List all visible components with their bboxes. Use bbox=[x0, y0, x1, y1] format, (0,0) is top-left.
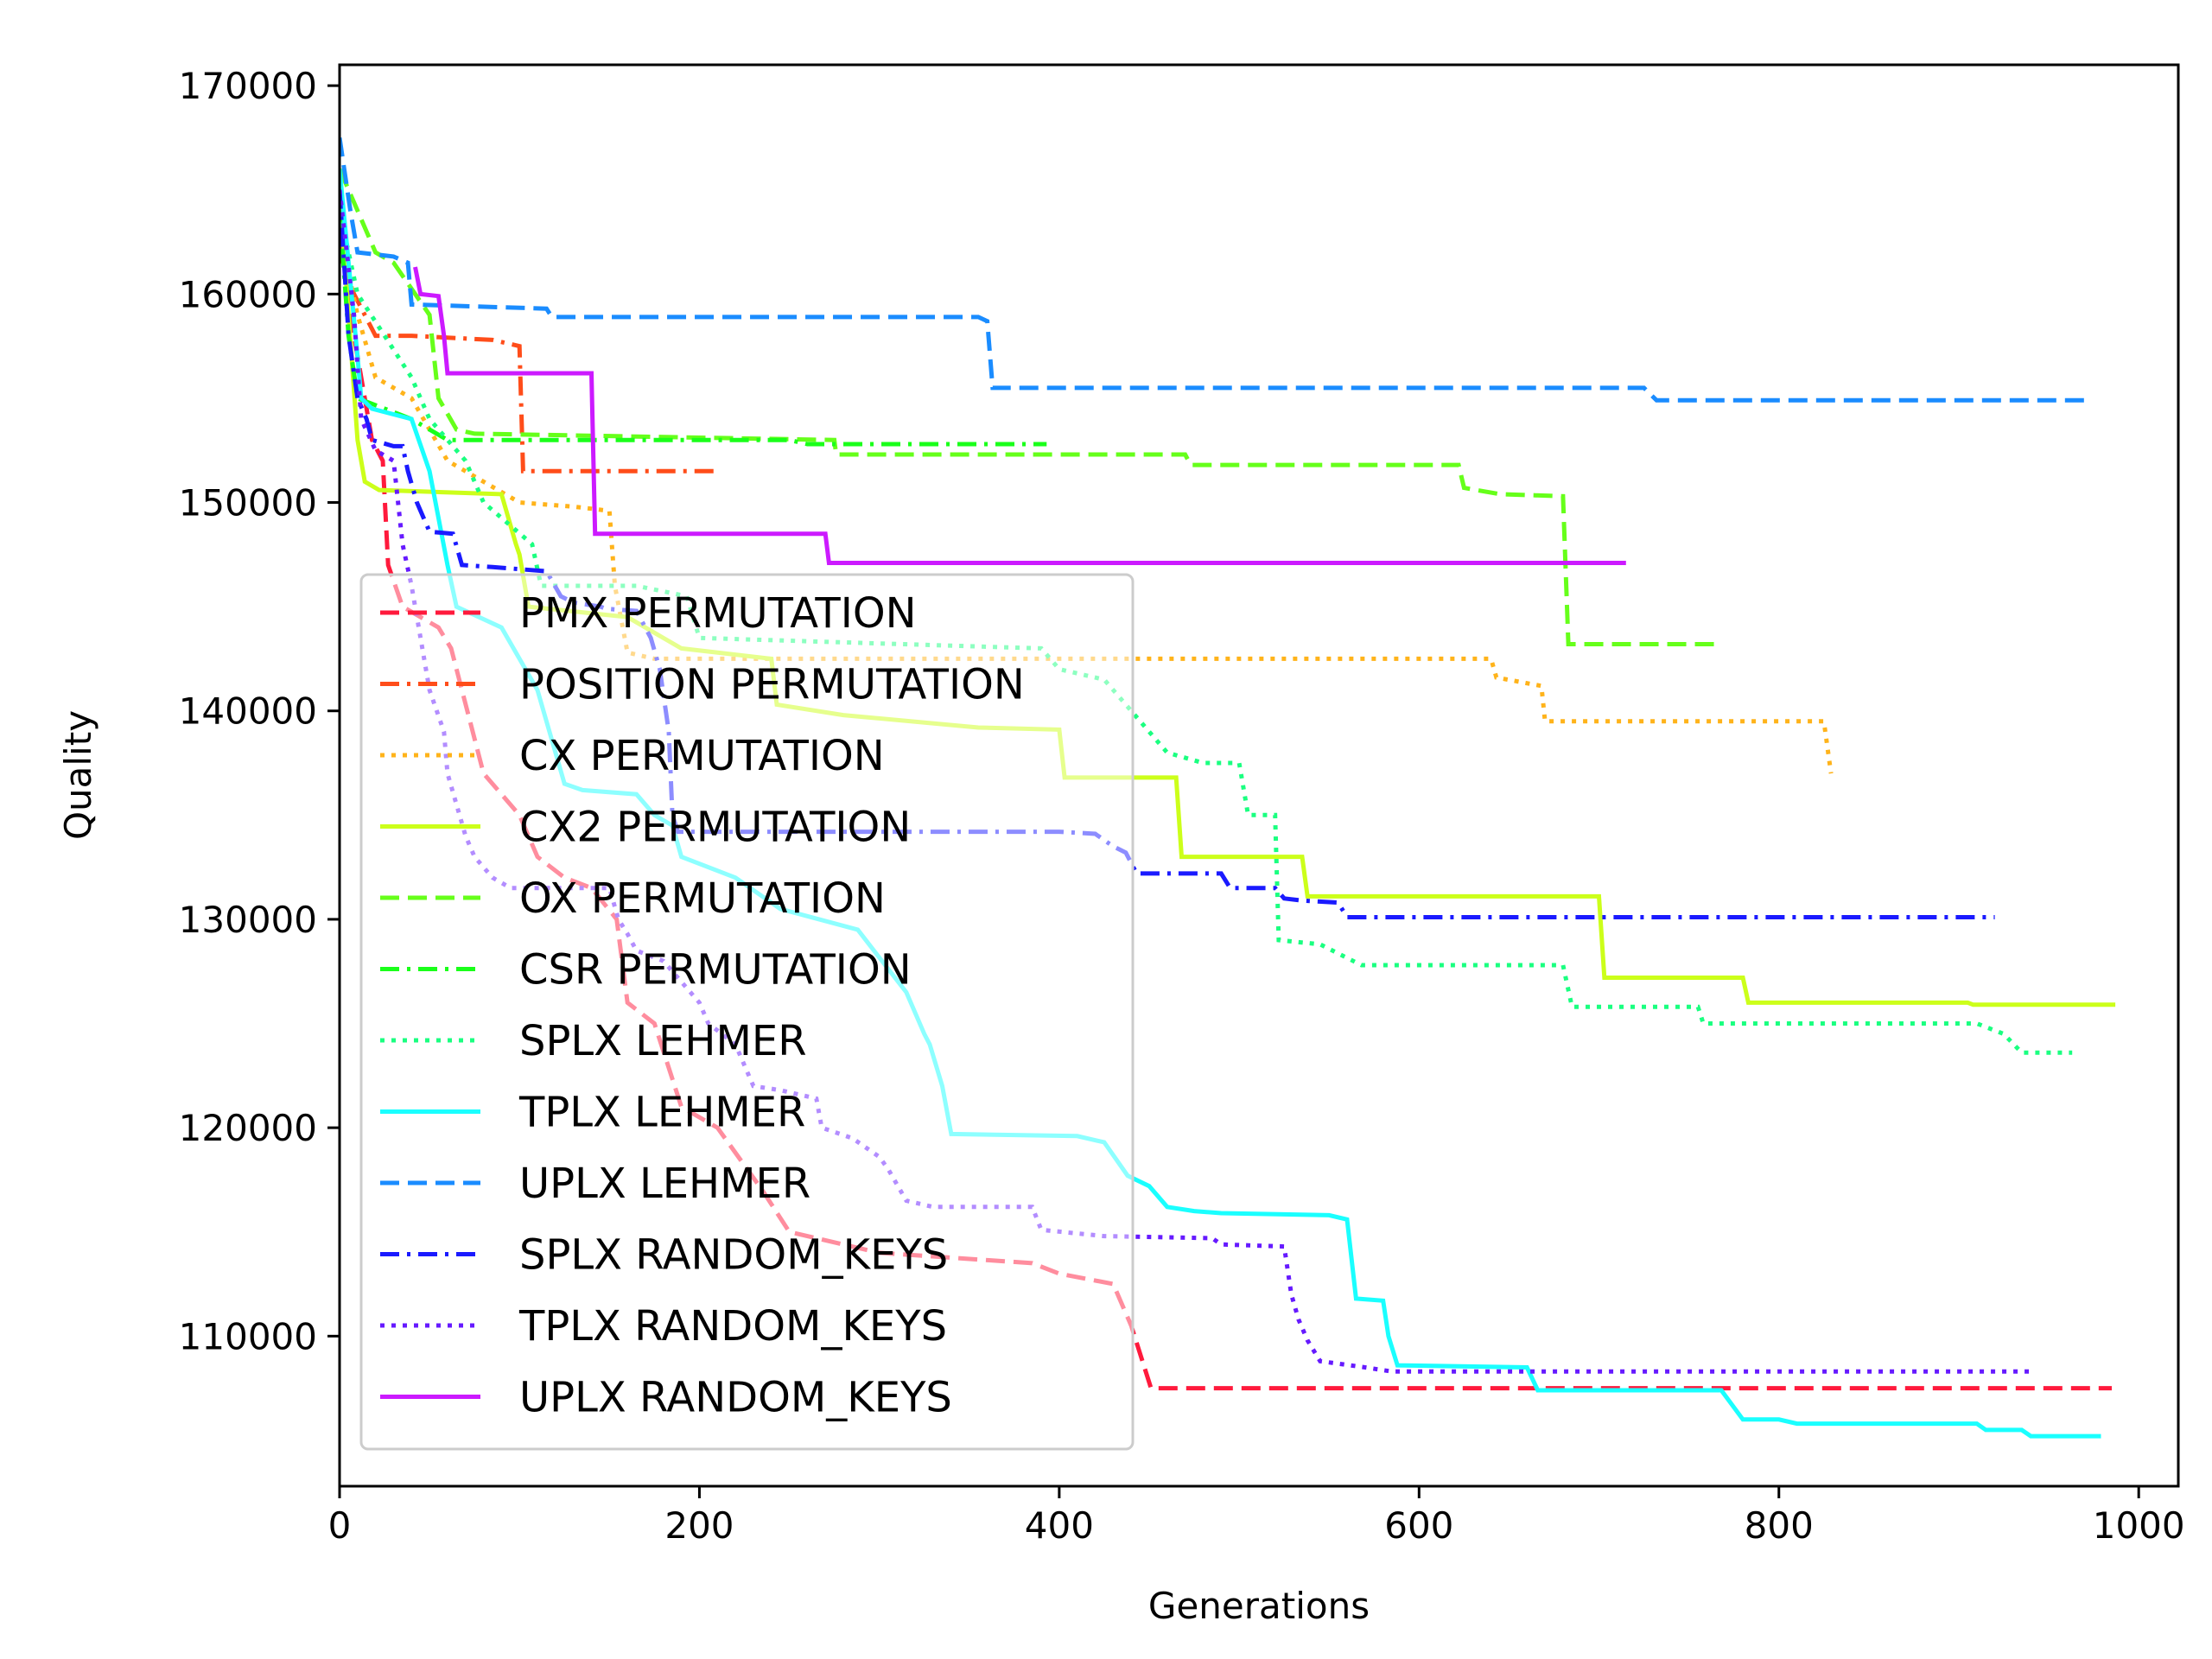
legend-label: UPLX LEHMER bbox=[519, 1160, 810, 1208]
y-axis-title: Quality bbox=[57, 710, 99, 840]
y-tick-label: 140000 bbox=[179, 690, 317, 733]
legend-label: CSR PERMUTATION bbox=[519, 946, 912, 995]
legend-box bbox=[359, 573, 1135, 1451]
legend-label: SPLX LEHMER bbox=[519, 1017, 807, 1065]
legend-label: PMX PERMUTATION bbox=[519, 589, 917, 638]
y-tick-label: 120000 bbox=[179, 1107, 317, 1149]
plot-frame bbox=[338, 63, 2180, 1488]
legend: PMX PERMUTATION POSITION PERMUTATION CX PE… bbox=[359, 573, 1135, 1451]
x-tick-label: 400 bbox=[1025, 1504, 1094, 1547]
y-tick-label: 160000 bbox=[179, 273, 317, 315]
x-tick-label: 200 bbox=[664, 1504, 734, 1547]
series-line-6 bbox=[340, 210, 1047, 447]
series-line-12 bbox=[413, 266, 1626, 565]
series-line-9 bbox=[340, 137, 2088, 403]
x-axis-title: Generations bbox=[1148, 1585, 1370, 1627]
legend-label: CX2 PERMUTATION bbox=[519, 804, 911, 852]
legend-label: CX PERMUTATION bbox=[519, 732, 885, 780]
y-tick-label: 110000 bbox=[179, 1315, 317, 1357]
legend-label: TPLX LEHMER bbox=[518, 1089, 805, 1137]
x-tick-label: 0 bbox=[328, 1504, 352, 1547]
x-tick-label: 800 bbox=[1745, 1504, 1814, 1547]
legend-label: POSITION PERMUTATION bbox=[519, 661, 1025, 709]
series-line-10 bbox=[340, 189, 1995, 919]
legend-label: SPLX RANDOM_KEYS bbox=[519, 1231, 948, 1280]
legend-label: TPLX RANDOM_KEYS bbox=[518, 1302, 947, 1351]
y-tick-label: 170000 bbox=[179, 65, 317, 107]
legend-label: UPLX RANDOM_KEYS bbox=[519, 1374, 952, 1422]
y-tick-label: 150000 bbox=[179, 482, 317, 524]
series-line-2 bbox=[340, 251, 715, 474]
x-tick-label: 600 bbox=[1384, 1504, 1453, 1547]
x-tick-label: 1000 bbox=[2093, 1504, 2185, 1547]
series-line-7 bbox=[340, 210, 2073, 1055]
y-axis: 110000 120000 130000 140000 150000 160000 1700… bbox=[179, 65, 340, 1357]
legend-label: OX PERMUTATION bbox=[519, 874, 886, 923]
y-tick-label: 130000 bbox=[179, 899, 317, 941]
x-axis: 0 200 400 600 800 1000 bbox=[328, 1486, 2185, 1547]
series-line-5 bbox=[340, 168, 1716, 646]
